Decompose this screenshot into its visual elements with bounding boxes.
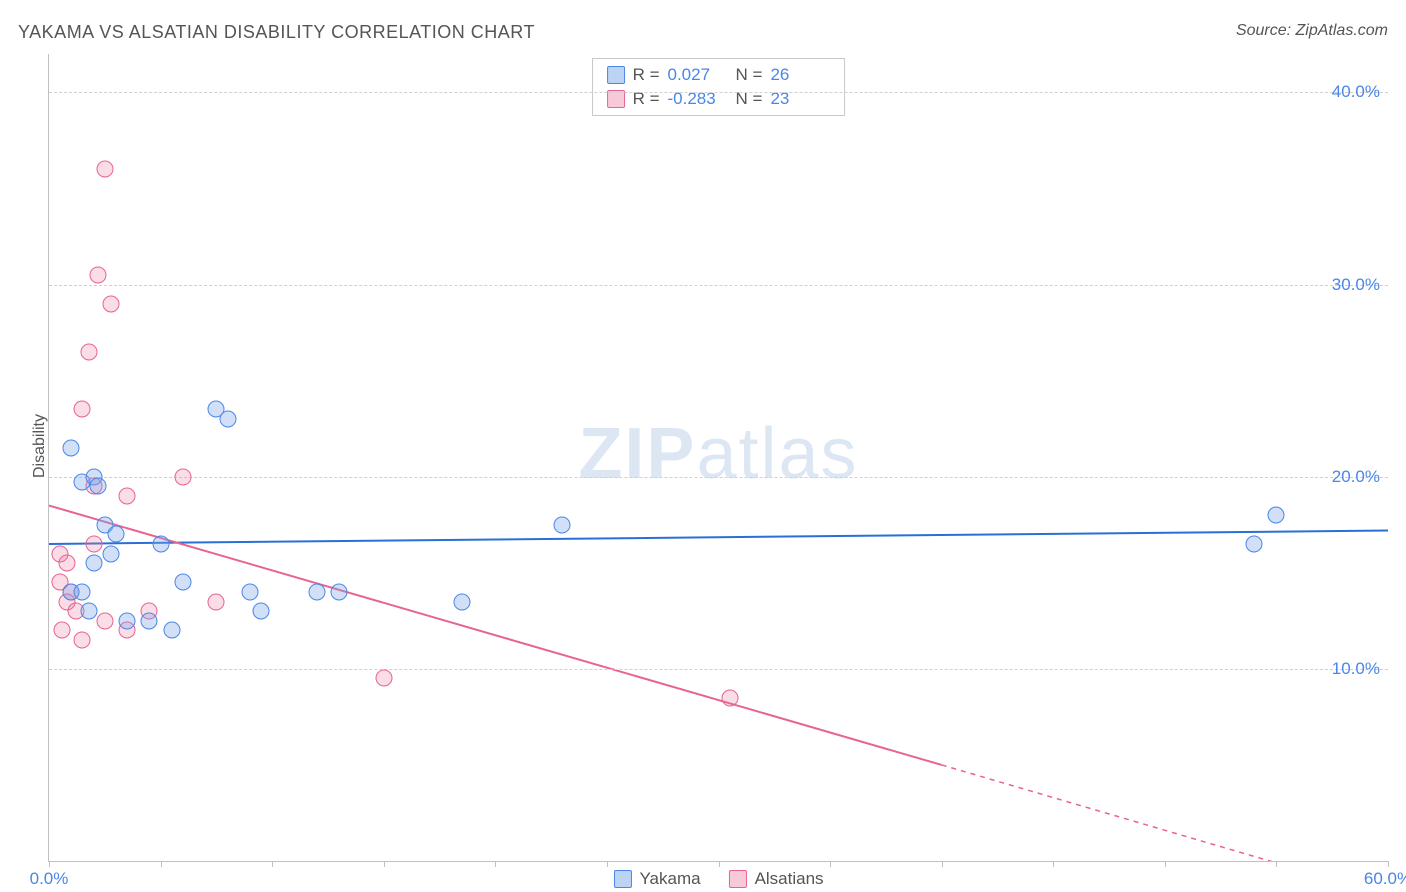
data-point bbox=[90, 266, 107, 283]
legend-label-yakama: Yakama bbox=[639, 869, 700, 889]
data-point bbox=[253, 603, 270, 620]
data-point bbox=[174, 468, 191, 485]
r-label: R = bbox=[633, 65, 660, 85]
data-point bbox=[208, 593, 225, 610]
data-point bbox=[63, 439, 80, 456]
x-tick bbox=[384, 861, 385, 867]
data-point bbox=[308, 584, 325, 601]
data-point bbox=[453, 593, 470, 610]
x-tick bbox=[495, 861, 496, 867]
x-tick-label: 0.0% bbox=[30, 869, 69, 889]
x-tick bbox=[1388, 861, 1389, 867]
watermark-light: atlas bbox=[696, 413, 858, 493]
data-point bbox=[58, 555, 75, 572]
x-tick-label: 60.0% bbox=[1364, 869, 1406, 889]
gridline bbox=[49, 285, 1388, 286]
source-attribution: Source: ZipAtlas.com bbox=[1236, 22, 1388, 40]
watermark-bold: ZIP bbox=[578, 413, 696, 493]
x-tick bbox=[272, 861, 273, 867]
data-point bbox=[375, 670, 392, 687]
data-point bbox=[163, 622, 180, 639]
gridline bbox=[49, 477, 1388, 478]
data-point bbox=[1268, 507, 1285, 524]
y-tick-label: 20.0% bbox=[1332, 467, 1380, 487]
chart-title: YAKAMA VS ALSATIAN DISABILITY CORRELATIO… bbox=[18, 22, 535, 43]
data-point bbox=[331, 584, 348, 601]
square-icon bbox=[613, 870, 631, 888]
data-point bbox=[74, 584, 91, 601]
legend-row-yakama: R = 0.027 N = 26 bbox=[607, 63, 831, 87]
data-point bbox=[119, 612, 136, 629]
data-point bbox=[152, 535, 169, 552]
data-point bbox=[1246, 535, 1263, 552]
x-tick bbox=[49, 861, 50, 867]
x-tick bbox=[830, 861, 831, 867]
data-point bbox=[721, 689, 738, 706]
gridline bbox=[49, 92, 1388, 93]
data-point bbox=[81, 603, 98, 620]
legend-item-alsatians: Alsatians bbox=[729, 869, 824, 889]
data-point bbox=[174, 574, 191, 591]
y-axis-label: Disability bbox=[31, 414, 49, 478]
data-point bbox=[554, 516, 571, 533]
legend-item-yakama: Yakama bbox=[613, 869, 700, 889]
data-point bbox=[85, 535, 102, 552]
y-tick-label: 30.0% bbox=[1332, 275, 1380, 295]
x-tick bbox=[719, 861, 720, 867]
data-point bbox=[141, 612, 158, 629]
correlation-legend-box: R = 0.027 N = 26 R = -0.283 N = 23 bbox=[592, 58, 846, 116]
watermark: ZIPatlas bbox=[578, 412, 858, 494]
x-tick bbox=[1165, 861, 1166, 867]
data-point bbox=[96, 161, 113, 178]
data-point bbox=[74, 632, 91, 649]
data-point bbox=[81, 343, 98, 360]
data-point bbox=[103, 545, 120, 562]
y-tick-label: 40.0% bbox=[1332, 82, 1380, 102]
x-tick bbox=[1276, 861, 1277, 867]
legend-row-alsatians: R = -0.283 N = 23 bbox=[607, 87, 831, 111]
data-point bbox=[107, 526, 124, 543]
data-point bbox=[119, 487, 136, 504]
chart-plot-area: ZIPatlas R = 0.027 N = 26 R = -0.283 N =… bbox=[48, 54, 1388, 862]
data-point bbox=[90, 478, 107, 495]
n-label: N = bbox=[736, 65, 763, 85]
gridline bbox=[49, 669, 1388, 670]
data-point bbox=[54, 622, 71, 639]
square-icon bbox=[729, 870, 747, 888]
data-point bbox=[96, 612, 113, 629]
x-tick bbox=[942, 861, 943, 867]
n-value-yakama: 26 bbox=[770, 65, 830, 85]
x-tick bbox=[161, 861, 162, 867]
y-tick-label: 10.0% bbox=[1332, 659, 1380, 679]
data-point bbox=[103, 295, 120, 312]
data-point bbox=[85, 555, 102, 572]
data-point bbox=[241, 584, 258, 601]
data-point bbox=[74, 401, 91, 418]
square-icon bbox=[607, 66, 625, 84]
series-legend: Yakama Alsatians bbox=[613, 869, 823, 889]
x-tick bbox=[1053, 861, 1054, 867]
data-point bbox=[219, 411, 236, 428]
x-tick bbox=[607, 861, 608, 867]
r-value-yakama: 0.027 bbox=[668, 65, 728, 85]
legend-label-alsatians: Alsatians bbox=[755, 869, 824, 889]
